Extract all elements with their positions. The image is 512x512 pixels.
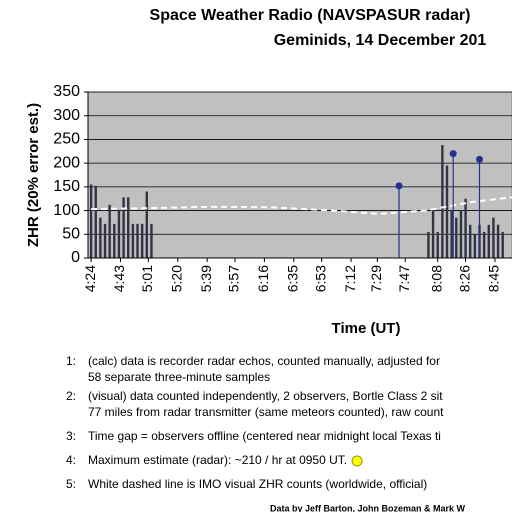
x-tick-label: 4:43 [111, 265, 127, 292]
bar [482, 231, 486, 258]
x-tick-label: 8:08 [428, 265, 444, 292]
note-text: Maximum estimate (radar): ~210 / hr at 0… [88, 453, 347, 467]
x-tick-label: 7:29 [368, 265, 384, 292]
note-number: 1: [66, 354, 76, 368]
plot-marks [89, 145, 512, 258]
bar [103, 223, 107, 258]
bar [122, 197, 125, 258]
x-tick-label: 6:16 [255, 265, 271, 292]
y-tick-label: 250 [53, 131, 80, 148]
x-tick-label: 6:35 [285, 265, 301, 292]
note-number: 4: [66, 453, 76, 467]
y-tick-label: 50 [62, 226, 80, 243]
bar [455, 217, 458, 258]
bar [94, 185, 97, 258]
x-tick-label: 7:47 [396, 265, 412, 292]
bar [427, 231, 430, 258]
bar [431, 210, 435, 258]
bar [473, 234, 477, 258]
y-axis-label: ZHR (20% error est.) [25, 103, 42, 247]
imo-line [91, 196, 512, 215]
bar [113, 223, 116, 258]
bar [464, 198, 467, 258]
bar [89, 184, 93, 258]
x-tick-label: 6:53 [312, 265, 328, 292]
footer: Data by Jeff Barton, John Bozeman & Mark… [270, 503, 466, 512]
x-tick-label: 5:20 [168, 265, 184, 292]
x-tick-label: 5:01 [139, 265, 155, 292]
y-tick-label: 300 [53, 107, 80, 124]
bar [436, 231, 439, 258]
note-text: Time gap = observers offline (centered n… [88, 429, 441, 443]
y-tick-label: 0 [71, 249, 80, 266]
bar [492, 217, 495, 258]
bar [496, 224, 500, 258]
chart-title: Space Weather Radio (NAVSPASUR radar) [150, 7, 471, 24]
x-tick-label: 5:57 [226, 265, 242, 292]
bar [136, 223, 139, 258]
note-number: 2: [66, 389, 76, 403]
bar [459, 210, 463, 258]
x-axis-label: Time (UT) [332, 320, 401, 337]
bar [99, 217, 102, 258]
bar [441, 145, 444, 258]
bar [117, 210, 121, 258]
bar [450, 210, 453, 258]
y-tick-label: 350 [53, 83, 80, 100]
radar-point [449, 150, 457, 158]
bar [145, 191, 149, 258]
chart-subtitle: Geminids, 14 December 201 [274, 32, 487, 49]
radar-point [395, 182, 403, 190]
bar [131, 223, 135, 258]
y-tick-label: 200 [53, 154, 80, 171]
note-text: 77 miles from radar transmitter (same me… [88, 405, 444, 419]
bar [501, 231, 504, 258]
bar [469, 224, 472, 258]
note-text: (visual) data counted independently, 2 o… [88, 389, 443, 403]
y-tick-label: 150 [53, 178, 80, 195]
bar [140, 223, 144, 258]
bar [487, 224, 490, 258]
bar [150, 223, 153, 258]
note-number: 5: [66, 477, 76, 491]
bar [127, 197, 130, 258]
bar [108, 204, 111, 258]
x-tick-label: 8:26 [456, 265, 472, 292]
note-text: (calc) data is recorder radar echos, cou… [88, 354, 440, 368]
y-tick-label: 100 [53, 202, 80, 219]
yellow-marker [351, 455, 363, 467]
note-text: 58 separate three-minute samples [88, 370, 270, 384]
note-number: 3: [66, 429, 76, 443]
x-tick-label: 4:24 [82, 265, 98, 292]
x-tick-label: 8:45 [486, 265, 502, 292]
note-text: White dashed line is IMO visual ZHR coun… [88, 477, 427, 491]
radar-point [476, 155, 484, 163]
x-tick-label: 7:12 [342, 265, 358, 292]
x-tick-label: 5:39 [198, 265, 214, 292]
bar [445, 165, 449, 258]
